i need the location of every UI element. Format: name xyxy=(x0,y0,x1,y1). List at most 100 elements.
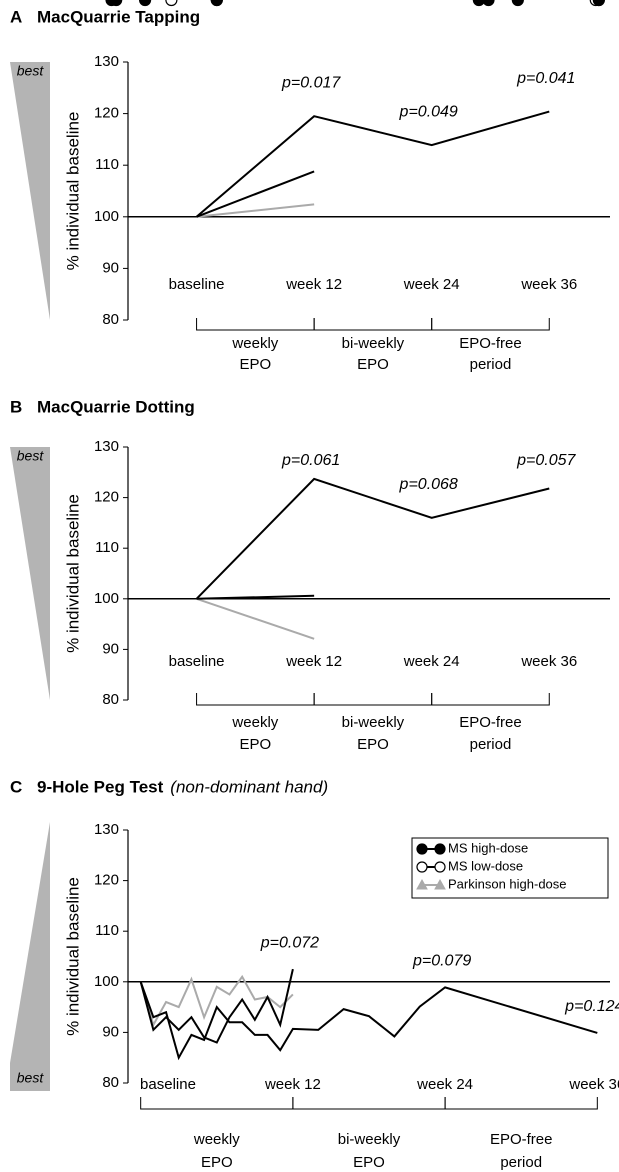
period-label: bi-weekly xyxy=(342,335,405,352)
x-tick-label: week 12 xyxy=(285,276,342,293)
y-tick-label: 80 xyxy=(102,691,119,708)
best-label: best xyxy=(17,448,45,464)
y-tick-label: 100 xyxy=(94,973,119,990)
x-tick-label: week 36 xyxy=(568,1076,619,1093)
best-wedge xyxy=(10,822,50,1091)
annotation: p=0.049 xyxy=(399,103,458,120)
best-label: best xyxy=(17,1070,45,1086)
y-tick-label: 130 xyxy=(94,438,119,455)
period-label: EPO xyxy=(240,356,272,373)
y-tick-label: 110 xyxy=(95,539,119,556)
legend-label: MS high-dose xyxy=(448,840,528,855)
panel: C 9-Hole Peg Test (non-dominant hand) best%… xyxy=(10,777,619,1171)
x-tick-label: week 24 xyxy=(403,276,460,293)
panel-letter: B xyxy=(10,397,22,416)
marker xyxy=(210,0,223,7)
series-line xyxy=(195,477,550,600)
period-bracket xyxy=(444,1097,598,1110)
legend-marker xyxy=(434,878,446,890)
period-label: EPO xyxy=(240,736,272,753)
legend-label: Parkinson high-dose xyxy=(448,876,567,891)
marker xyxy=(592,0,605,7)
panel-letter: C xyxy=(10,777,22,796)
series-line xyxy=(195,110,550,218)
x-tick-label: week 12 xyxy=(264,1076,321,1093)
x-tick-label: week 36 xyxy=(520,653,577,670)
y-tick-label: 120 xyxy=(94,872,119,889)
y-tick-label: 110 xyxy=(95,156,119,173)
chart-subtitle: (non-dominant hand) xyxy=(170,777,328,796)
annotation: p=0.124 xyxy=(564,998,619,1015)
period-label: EPO xyxy=(201,1154,233,1171)
period-label: EPO-free xyxy=(459,714,522,731)
legend-marker xyxy=(416,843,428,855)
period-label: EPO-free xyxy=(490,1131,553,1148)
period-bracket xyxy=(313,318,433,331)
panel: A MacQuarrie Tapping best % individual base… xyxy=(10,7,610,373)
x-tick-label: baseline xyxy=(140,1076,196,1093)
chart-title: 9-Hole Peg Test xyxy=(37,777,164,796)
y-tick-label: 100 xyxy=(94,208,119,225)
best-label: best xyxy=(17,63,45,79)
period-label: period xyxy=(470,736,512,753)
y-tick-label: 110 xyxy=(95,922,119,939)
y-tick-label: 80 xyxy=(102,1074,119,1091)
series-line xyxy=(196,597,315,640)
period-bracket xyxy=(196,693,315,706)
y-axis-label: % individual baseline xyxy=(63,494,82,653)
y-tick-label: 90 xyxy=(102,1023,119,1040)
period-label: EPO-free xyxy=(459,335,522,352)
y-tick-label: 80 xyxy=(102,311,119,328)
x-tick-label: week 24 xyxy=(403,653,460,670)
period-label: bi-weekly xyxy=(338,1131,401,1148)
y-tick-label: 130 xyxy=(94,821,119,838)
period-label: EPO xyxy=(357,356,389,373)
annotation: p=0.041 xyxy=(516,70,575,87)
x-tick-label: baseline xyxy=(169,653,225,670)
series-line xyxy=(196,594,315,600)
annotation: p=0.068 xyxy=(399,476,458,493)
y-tick-label: 90 xyxy=(102,259,119,276)
x-tick-label: week 12 xyxy=(285,653,342,670)
period-bracket xyxy=(431,318,550,331)
period-label: period xyxy=(500,1154,542,1171)
y-tick-label: 100 xyxy=(94,590,119,607)
panel: B MacQuarrie Dotting best % individual base… xyxy=(10,397,610,753)
period-bracket xyxy=(431,693,550,706)
x-tick-label: week 36 xyxy=(520,276,577,293)
y-axis-label: % individual baseline xyxy=(63,877,82,1036)
period-bracket xyxy=(196,318,315,331)
y-tick-label: 130 xyxy=(94,53,119,70)
period-label: EPO xyxy=(357,736,389,753)
y-axis-label: % individual baseline xyxy=(63,112,82,271)
period-bracket xyxy=(292,1097,446,1110)
marker xyxy=(105,0,118,7)
period-label: bi-weekly xyxy=(342,714,405,731)
period-label: EPO xyxy=(353,1154,385,1171)
series-line xyxy=(196,203,315,218)
best-wedge xyxy=(10,447,50,700)
marker xyxy=(138,0,152,7)
series-line xyxy=(139,968,294,1044)
period-bracket xyxy=(140,1097,294,1110)
chart-title: MacQuarrie Dotting xyxy=(37,397,195,416)
marker xyxy=(482,0,495,7)
marker xyxy=(165,0,178,7)
y-tick-label: 90 xyxy=(102,640,119,657)
x-tick-label: baseline xyxy=(169,276,225,293)
annotation: p=0.017 xyxy=(281,74,341,91)
annotation: p=0.057 xyxy=(516,452,576,469)
legend-label: MS low-dose xyxy=(448,858,523,873)
period-label: weekly xyxy=(231,335,278,352)
best-wedge xyxy=(10,62,50,320)
x-tick-label: week 24 xyxy=(416,1076,473,1093)
legend-marker xyxy=(416,861,428,873)
period-bracket xyxy=(313,693,433,706)
y-tick-label: 120 xyxy=(94,105,119,122)
panel-letter: A xyxy=(10,7,22,26)
legend-marker xyxy=(416,878,428,890)
marker xyxy=(511,0,524,7)
period-label: period xyxy=(470,356,512,373)
annotation: p=0.079 xyxy=(412,953,471,970)
